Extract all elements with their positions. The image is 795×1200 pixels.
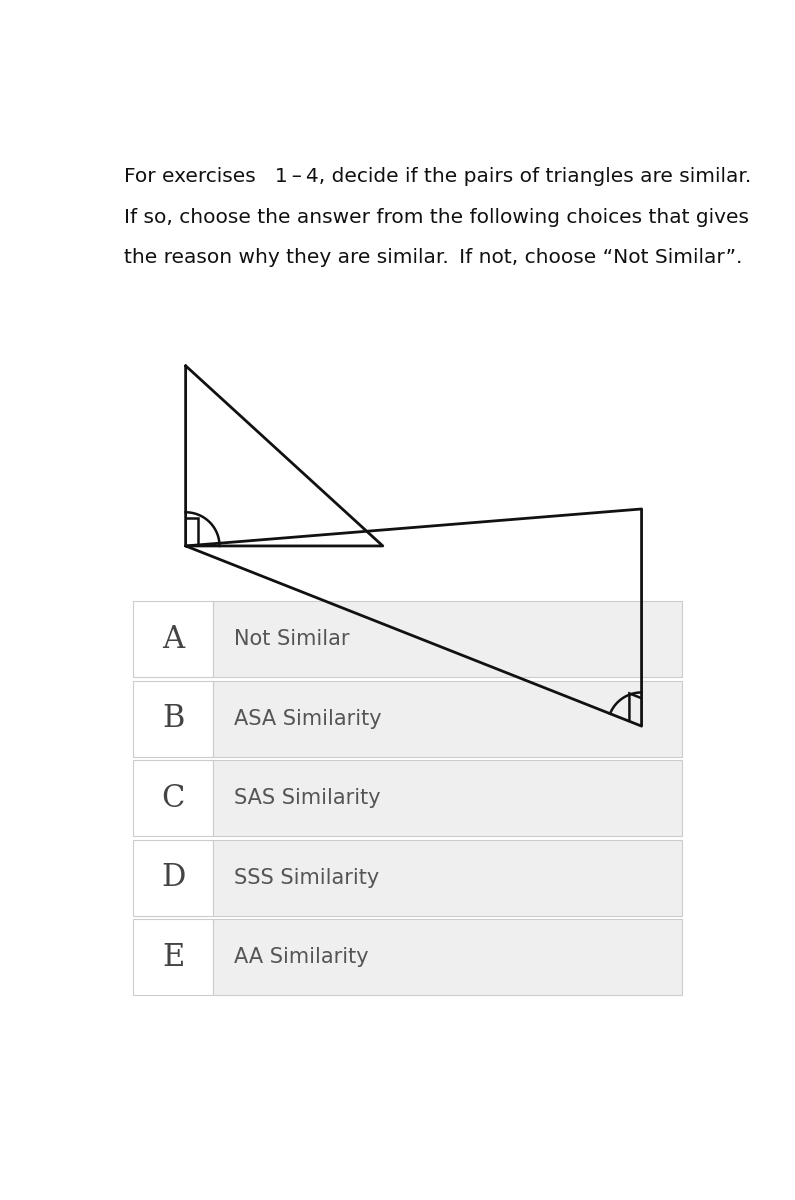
Bar [134,919,213,995]
Text: SSS Similarity: SSS Similarity [235,868,379,888]
Bar [213,840,681,916]
Text: B: B [162,703,184,734]
Bar [134,840,213,916]
Bar [213,919,681,995]
Text: A: A [162,624,184,655]
Bar [134,680,213,757]
Bar [134,601,213,677]
Text: D: D [161,862,185,893]
Text: E: E [162,942,184,973]
Text: ASA Similarity: ASA Similarity [235,709,382,728]
Text: the reason why they are similar.  If not, choose “Not Similar”.: the reason why they are similar. If not,… [124,248,743,268]
Text: C: C [161,782,184,814]
Bar [213,680,681,757]
Text: For exercises  1 – 4, decide if the pairs of triangles are similar.: For exercises 1 – 4, decide if the pairs… [124,167,751,186]
Text: Not Similar: Not Similar [235,629,350,649]
Text: SAS Similarity: SAS Similarity [235,788,381,808]
Bar [213,601,681,677]
Bar [134,761,213,836]
Bar [213,761,681,836]
Text: AA Similarity: AA Similarity [235,947,369,967]
Text: If so, choose the answer from the following choices that gives: If so, choose the answer from the follow… [124,208,749,227]
